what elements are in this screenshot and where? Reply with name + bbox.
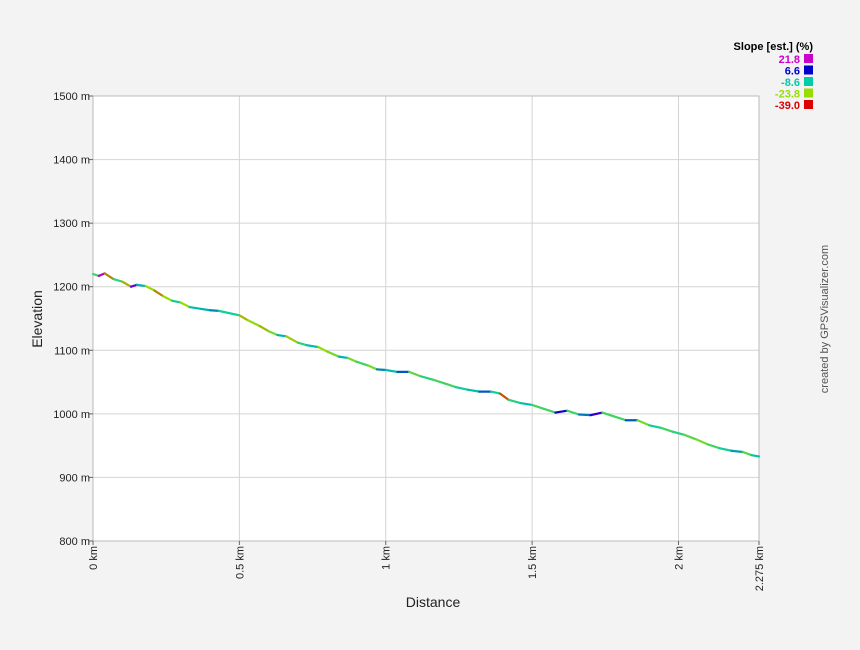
profile-segment — [346, 356, 358, 363]
profile-segment — [170, 299, 182, 304]
profile-segment — [730, 449, 744, 454]
profile-segment — [718, 447, 733, 452]
x-axis-title: Distance — [406, 594, 461, 610]
legend-swatch — [804, 77, 813, 86]
profile-segment — [317, 346, 329, 353]
profile-segment — [612, 415, 627, 422]
profile-segment — [208, 309, 220, 312]
profile-segment — [355, 360, 370, 367]
profile-segment — [112, 277, 124, 283]
legend-swatch — [804, 88, 813, 98]
profile-segment — [694, 438, 709, 446]
profile-segment — [103, 272, 115, 281]
profile-segment — [507, 398, 522, 405]
x-tick-label: 0.5 km — [234, 546, 246, 579]
profile-segment — [267, 330, 279, 337]
legend-label: -23.8 — [775, 89, 800, 101]
y-tick-label: 1200 m — [53, 282, 90, 294]
profile-segment — [648, 424, 663, 429]
profile-segment — [443, 382, 458, 389]
profile-segment — [659, 426, 674, 433]
legend-label: -8.6 — [781, 77, 800, 89]
profile-segment — [671, 430, 686, 436]
profile-segment — [135, 283, 147, 288]
plot-border — [92, 95, 760, 542]
profile-segment — [384, 368, 399, 373]
x-tick-label: 0 km — [88, 546, 100, 570]
x-tick-label: 1 km — [381, 546, 393, 570]
profile-segment — [367, 364, 379, 371]
legend-label: 21.8 — [779, 54, 800, 66]
legend-label: 6.6 — [785, 66, 800, 78]
profile-segment — [238, 314, 250, 322]
profile-segment — [419, 375, 434, 381]
profile-segment — [121, 280, 133, 288]
legend-title: Slope [est.] (%) — [734, 41, 814, 53]
x-tick-label: 2.275 km — [754, 546, 766, 591]
profile-segment — [431, 378, 446, 385]
profile-segment — [750, 454, 761, 458]
profile-segment — [683, 433, 698, 441]
profile-segment — [296, 341, 308, 347]
legend-swatch — [804, 54, 813, 63]
x-tick-label: 2 km — [673, 546, 685, 570]
y-tick-label: 1000 m — [53, 409, 90, 421]
profile-segment — [375, 368, 387, 372]
y-tick-label: 1400 m — [53, 155, 90, 167]
profile-segment — [498, 392, 510, 401]
elevation-series — [91, 272, 761, 458]
profile-segment — [337, 355, 349, 360]
profile-segment — [519, 401, 534, 407]
profile-segment — [258, 325, 270, 333]
profile-segment — [326, 350, 341, 358]
profile-segment — [229, 312, 241, 317]
profile-segment — [741, 450, 753, 457]
profile-segment — [554, 409, 569, 414]
y-tick-label: 800 m — [59, 536, 90, 548]
plot-area — [93, 96, 759, 541]
y-tick-label: 1500 m — [53, 91, 90, 103]
profile-segment — [153, 289, 165, 298]
profile-segment — [247, 319, 261, 328]
profile-segment — [144, 284, 156, 292]
profile-segment — [566, 409, 581, 416]
y-tick-label: 900 m — [59, 472, 90, 484]
y-axis-title: Elevation — [29, 290, 45, 348]
profile-segment — [577, 413, 592, 417]
profile-segment — [285, 335, 300, 344]
profile-segment — [454, 386, 469, 391]
profile-segment — [490, 390, 502, 395]
profile-segment — [305, 344, 320, 349]
legend: 21.86.6-8.6-23.8-39.0 — [775, 54, 813, 112]
profile-segment — [542, 407, 557, 414]
grid-lines — [92, 95, 760, 542]
profile-segment — [601, 411, 616, 418]
y-tick-label: 1300 m — [53, 218, 90, 230]
profile-segment — [217, 309, 232, 315]
profile-segment — [179, 301, 191, 309]
x-tick-label: 1.5 km — [527, 546, 539, 579]
legend-label: -39.0 — [775, 100, 800, 112]
y-axis-ticks: 800 m 900 m 1000 m 1100 m 1200 m 1300 m 1400 m… — [53, 91, 93, 548]
legend-swatch — [804, 100, 813, 109]
legend-swatch — [804, 65, 813, 75]
y-tick-label: 1100 m — [54, 345, 90, 357]
profile-segment — [706, 443, 721, 450]
profile-segment — [531, 403, 545, 410]
profile-segment — [589, 411, 604, 417]
profile-segment — [466, 388, 481, 393]
profile-segment — [636, 419, 651, 427]
credit-text: created by GPSVisualizer.com — [819, 245, 831, 393]
profile-segment — [162, 295, 174, 302]
profile-segment — [200, 307, 212, 312]
x-axis-ticks: 0 km 0.5 km 1 km 1.5 km 2 km 2.275 km — [88, 541, 766, 591]
profile-segment — [276, 333, 288, 338]
profile-segment — [188, 305, 203, 311]
profile-segment — [408, 370, 422, 378]
